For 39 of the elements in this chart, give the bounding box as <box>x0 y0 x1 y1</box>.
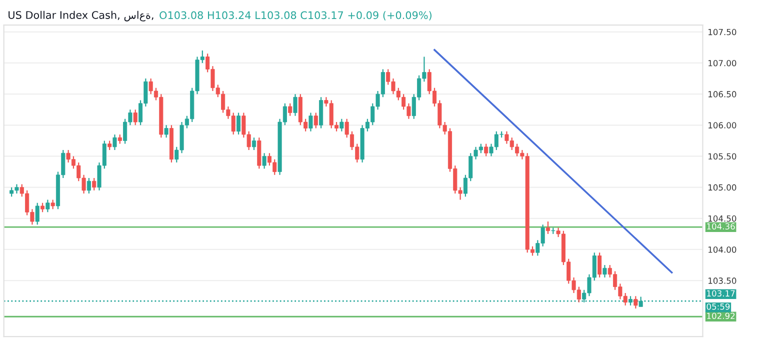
ref-line-label: 103.17 <box>707 290 735 297</box>
ref-line-label: 102.92 <box>707 312 735 320</box>
candlestick <box>288 102 292 116</box>
y-tick-label: 104.00 <box>708 246 736 253</box>
y-tick-label: 107.50 <box>708 28 736 36</box>
candlestick <box>86 177 91 194</box>
candlestick <box>602 264 607 278</box>
candlestick <box>133 109 138 126</box>
candlestick <box>634 296 638 310</box>
text: 05:59 <box>706 303 730 310</box>
y-tick-label: 105.00 <box>708 184 736 191</box>
y-tick-label: 107.00 <box>708 60 736 66</box>
candlestick <box>92 177 96 191</box>
candlestick <box>484 143 488 157</box>
candlestick <box>50 199 55 210</box>
y-tick-label: 106.00 <box>708 122 736 128</box>
candlestick <box>262 152 266 170</box>
candlestick <box>308 112 313 132</box>
candlestick <box>35 202 40 226</box>
ref-line-label: 104.36 <box>707 223 735 230</box>
chart-title: US Dollar Index Cash, ساعة, <box>8 10 154 22</box>
y-tick-label: 105.50 <box>708 153 736 160</box>
candlestick <box>293 94 298 116</box>
candlestick <box>112 134 117 151</box>
y-tick-label: 104.50 <box>708 215 736 222</box>
y-tick-label: 106.50 <box>708 91 736 98</box>
candlestick <box>236 112 241 136</box>
chart-subtitle: O103.08 H103.24 L103.08 C103.17 +0.09 (+0.09%) <box>160 11 432 20</box>
candlestick <box>118 134 122 144</box>
candlestick <box>598 252 602 278</box>
y-tick-label: 103.50 <box>708 278 736 284</box>
candlestick <box>314 112 318 129</box>
candlestick <box>546 220 550 234</box>
candlestick <box>252 137 256 151</box>
candlestick <box>108 140 112 151</box>
candlestick <box>40 202 45 213</box>
candlestick <box>164 124 168 138</box>
candlestick <box>340 118 344 132</box>
candlestick <box>46 199 50 213</box>
